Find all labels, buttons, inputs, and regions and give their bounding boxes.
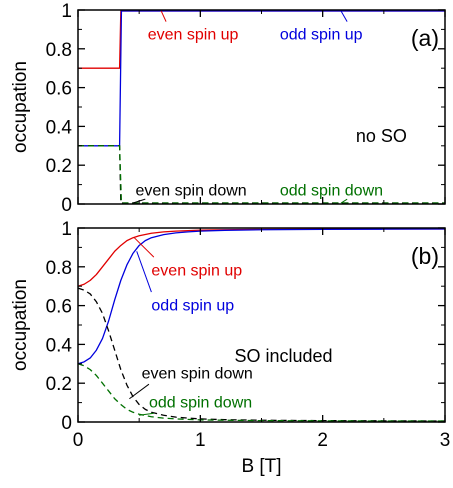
- panel-a-label-odd-spin-down: odd spin down: [280, 182, 383, 199]
- panel-a-leader-odd-spin-up: [340, 10, 348, 22]
- panel-b-ytick-label: 0.8: [46, 258, 72, 279]
- panel-b-ytick-label: 0.2: [46, 374, 72, 395]
- panel-b-ytick-label: 0: [61, 413, 72, 434]
- panel-b-series-odd-spin-down: [77, 363, 445, 422]
- panel-a-ytick-label: 0.8: [46, 40, 72, 61]
- panel-b-label-odd-spin-down: odd spin down: [149, 395, 252, 412]
- panel-a-series-even-spin-up: [78, 10, 445, 69]
- panel-b-leader-even-spin-down: [129, 383, 150, 400]
- panel-b-ylabel: occupation: [10, 279, 31, 371]
- panel-b-series-even-spin-up: [77, 228, 445, 287]
- panel-a-ytick-label: 0.6: [46, 79, 72, 100]
- panel-b-frame: [77, 227, 446, 423]
- panel-a-ytick-label: 1: [61, 1, 72, 22]
- panel-b-label-even-spin-up: even spin up: [151, 263, 242, 280]
- panel-b-xtick-label: 0: [73, 430, 84, 451]
- panel-a-label-odd-spin-up: odd spin up: [280, 26, 363, 43]
- panel-b-annotation: SO included: [234, 346, 332, 366]
- panel-b-ytick-label: 1: [61, 219, 72, 240]
- panel-a-ytick-label: 0: [61, 195, 72, 216]
- panel-a-leader-even-spin-up: [160, 10, 167, 22]
- panel-a-ytick-label: 0.2: [46, 156, 72, 177]
- panel-a-ytick-label: 0.4: [46, 117, 73, 138]
- panel-a-annotation: no SO: [356, 126, 407, 146]
- panel-a-series-odd-spin-down: [78, 145, 445, 204]
- panel-b-series-odd-spin-up: [77, 228, 446, 365]
- panel-b-leader-even-spin-up: [133, 237, 155, 258]
- panel-b-leader-odd-spin-down: [139, 412, 154, 416]
- panel-b-xtick-label: 1: [195, 430, 206, 451]
- panel-b-xtick-label: 2: [317, 430, 328, 451]
- panel-a-label-even-spin-up: even spin up: [148, 26, 239, 43]
- panel-b-label-odd-spin-up: odd spin up: [151, 298, 234, 315]
- panel-b-label-even-spin-down: even spin down: [142, 366, 253, 383]
- panel-b-ytick-label: 0.4: [46, 335, 73, 356]
- panel-b-xlabel: B [T]: [241, 456, 281, 477]
- panel-a-series-even-spin-down: [78, 145, 445, 204]
- panel-b-xtick-label: 3: [440, 430, 451, 451]
- panel-a-frame: [77, 9, 446, 205]
- panel-b-label: (b): [411, 243, 439, 269]
- panel-a-leader-odd-spin-down: [340, 198, 348, 204]
- panel-b-ytick-label: 0.6: [46, 297, 72, 318]
- panel-a-leader-even-spin-down: [132, 198, 146, 204]
- panel-a-label: (a): [411, 25, 439, 51]
- panel-a-label-even-spin-down: even spin down: [135, 182, 246, 199]
- panel-a-ylabel: occupation: [10, 61, 31, 153]
- panel-b-leader-odd-spin-up: [136, 251, 152, 293]
